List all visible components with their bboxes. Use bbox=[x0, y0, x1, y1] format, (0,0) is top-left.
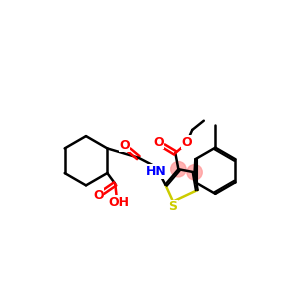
Text: O: O bbox=[182, 136, 192, 149]
Text: O: O bbox=[153, 136, 164, 149]
Text: S: S bbox=[169, 200, 178, 213]
Circle shape bbox=[171, 161, 186, 177]
Text: OH: OH bbox=[109, 196, 130, 209]
Text: O: O bbox=[119, 139, 130, 152]
Text: O: O bbox=[93, 189, 104, 202]
Text: HN: HN bbox=[146, 165, 166, 178]
Circle shape bbox=[187, 165, 202, 180]
